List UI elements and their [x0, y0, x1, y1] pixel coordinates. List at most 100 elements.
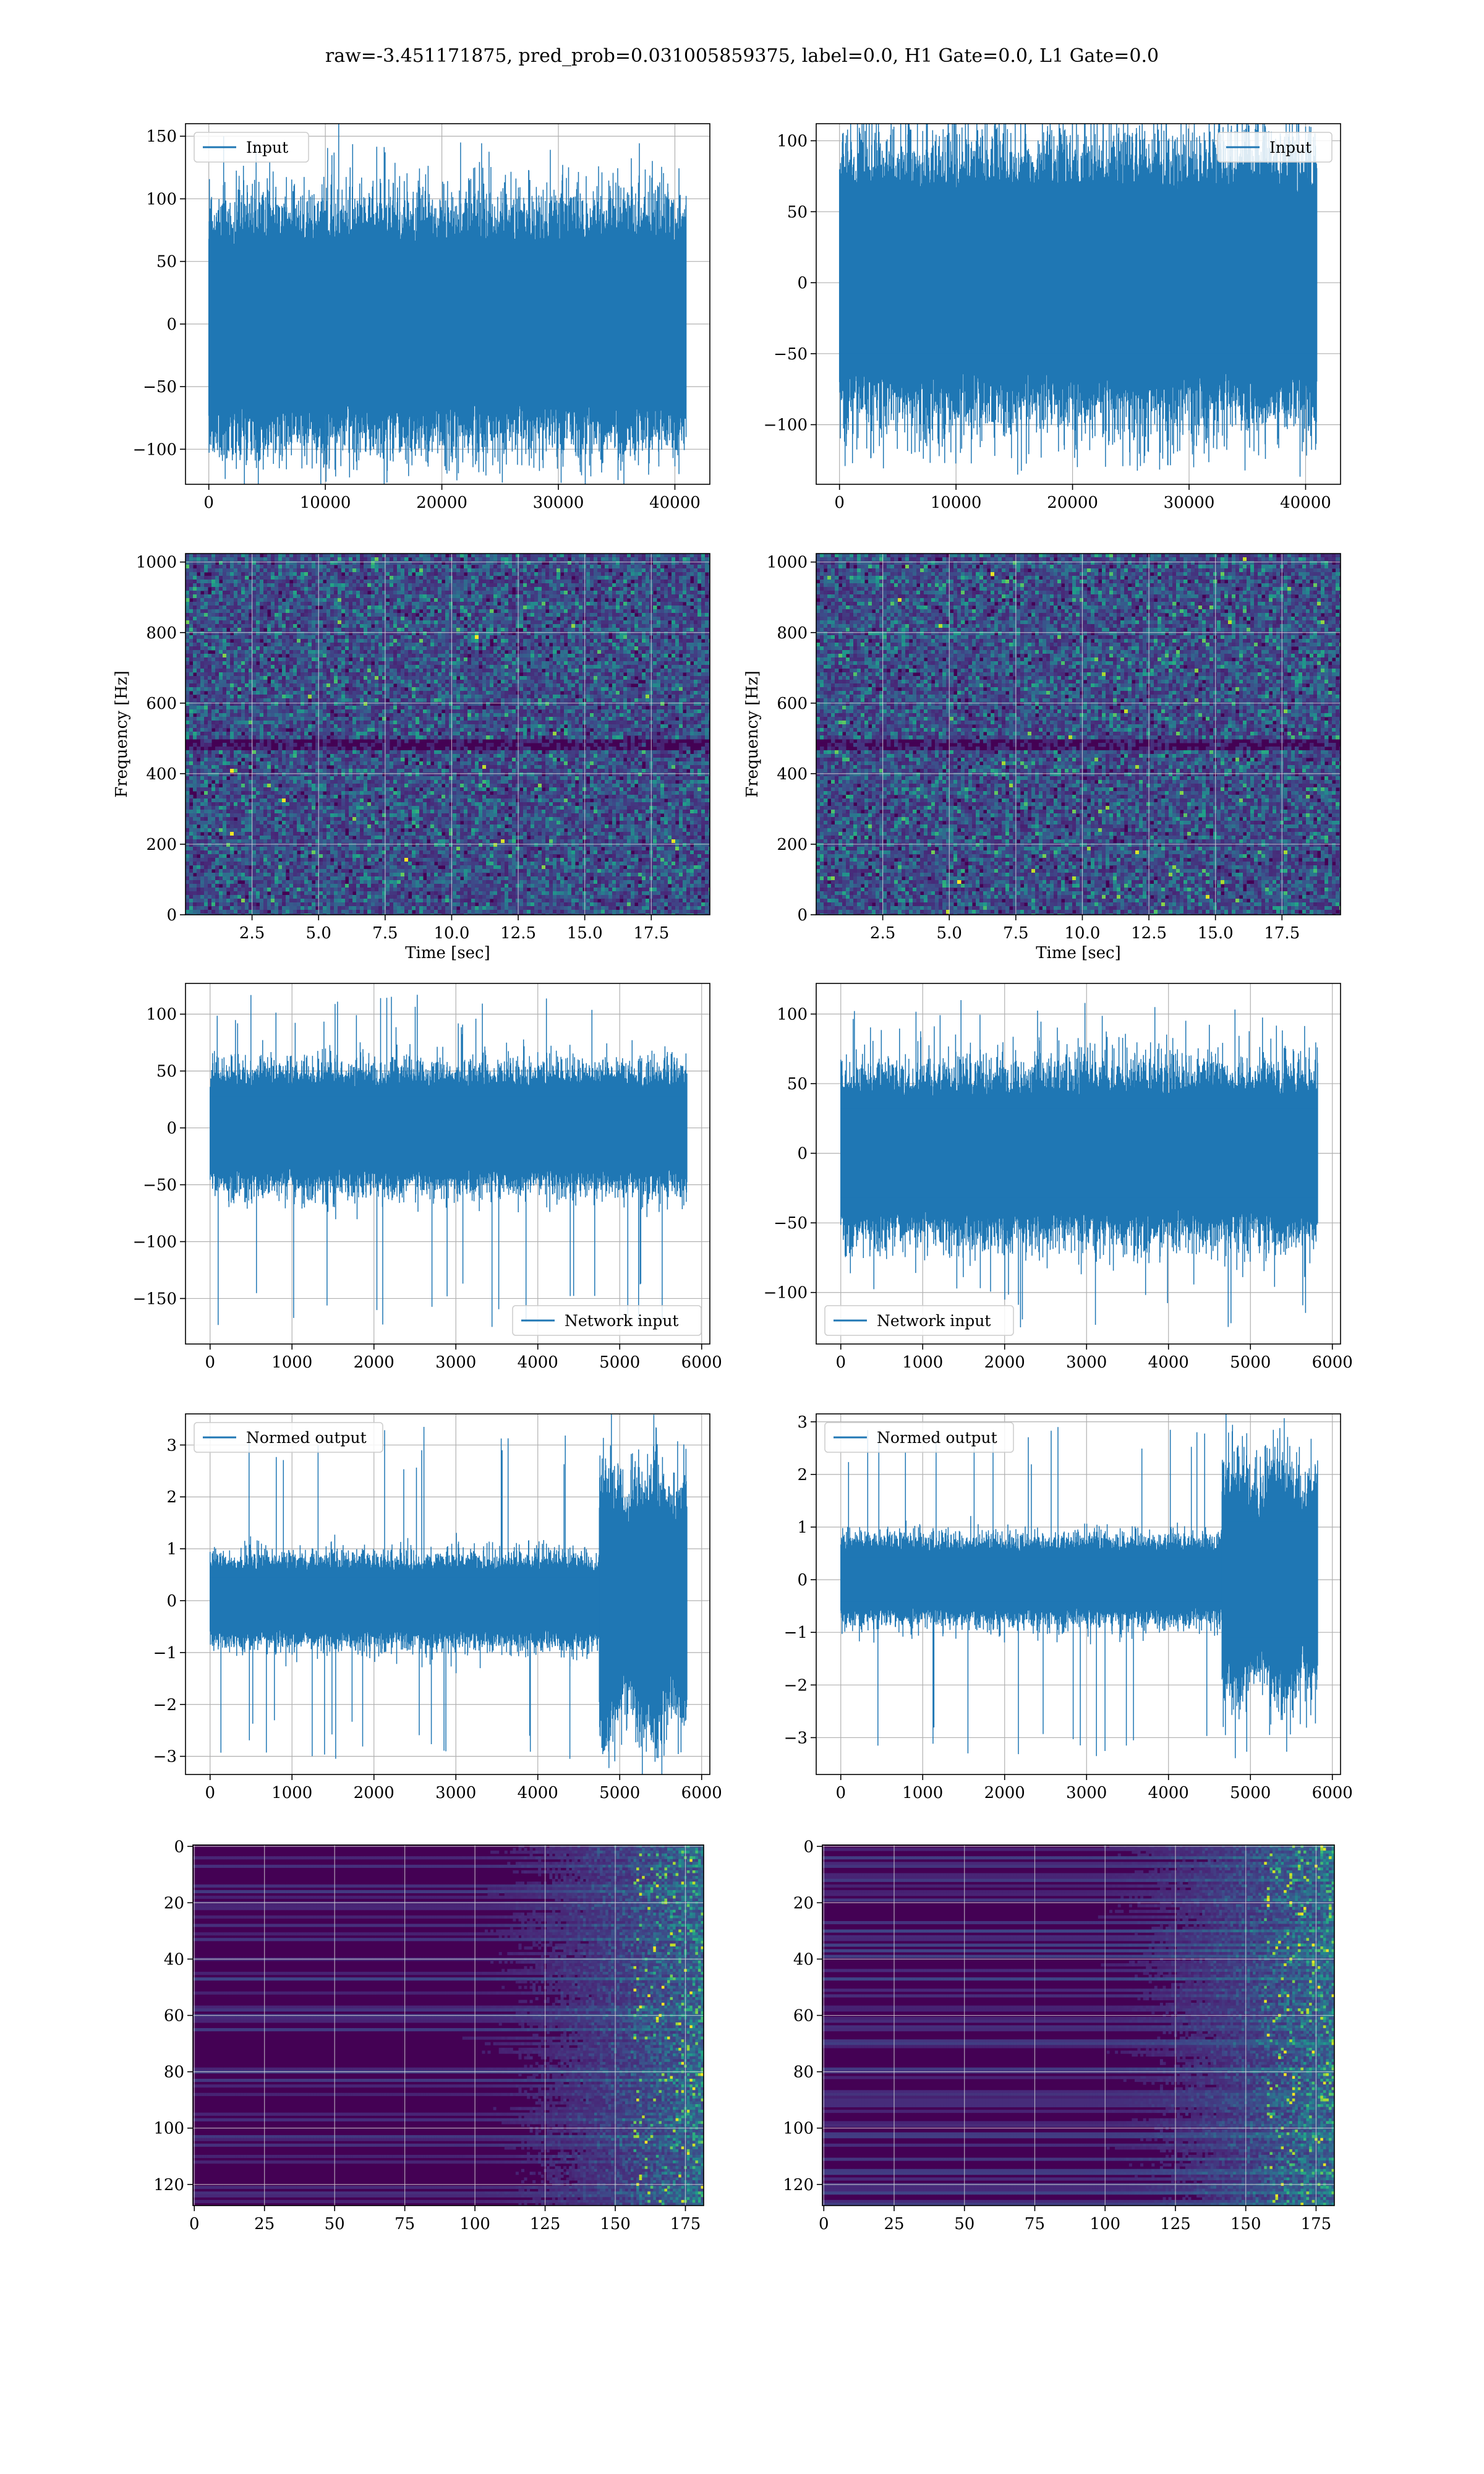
x-tick-label: 3000: [435, 1784, 476, 1802]
y-tick-label: 0: [166, 906, 177, 925]
y-tick-label: 120: [153, 2176, 184, 2194]
heatmap-cells: [186, 554, 710, 915]
ticks: 2.5 5.0 7.5 10.0 12.5 15.0 17.5 0 200 400 600 800 10…: [767, 554, 1300, 943]
y-tick-label: 40: [793, 1950, 814, 1969]
x-tick-label: 1000: [902, 1784, 943, 1802]
x-tick-label: 7.5: [1003, 924, 1028, 943]
panel-spectrogram-l1: 2.5 5.0 7.5 10.0 12.5 15.0 17.5 0 200 400 600 800 10…: [743, 553, 1341, 962]
x-tick-label: 0: [835, 1784, 846, 1802]
y-tick-label: 60: [793, 2007, 814, 2026]
y-tick-label: 120: [783, 2176, 814, 2194]
y-tick-label: 100: [146, 190, 177, 208]
legend: Normed output: [824, 1422, 1014, 1453]
x-tick-label: 0: [819, 2215, 829, 2233]
y-tick-label: 400: [146, 765, 177, 784]
axes-frame: [185, 983, 710, 1345]
x-tick-label: 12.5: [1131, 924, 1167, 943]
x-tick-label: 5000: [599, 1784, 640, 1802]
x-axis-label: Time [sec]: [1036, 944, 1121, 962]
axes-frame: [816, 983, 1341, 1345]
axes-frame: [816, 553, 1341, 915]
y-tick-label: 50: [156, 1063, 177, 1081]
y-tick-label: 2: [166, 1488, 177, 1507]
ticks: 0 1000 2000 3000 4000 5000 6000 −3 −2 −1 0 1 2 3: [784, 1413, 1353, 1802]
y-tick-label: −3: [153, 1748, 177, 1766]
panel-spectrogram-h1: 2.5 5.0 7.5 10.0 12.5 15.0 17.5 0 200 400 600 800 10…: [113, 553, 710, 962]
axes-frame: [816, 123, 1341, 485]
x-tick-label: 150: [600, 2215, 631, 2233]
x-tick-label: 1000: [271, 1353, 312, 1372]
y-tick-label: 0: [797, 1145, 808, 1163]
x-tick-label: 17.5: [633, 924, 669, 943]
axes-frame: [185, 553, 710, 915]
ticks: 2.5 5.0 7.5 10.0 12.5 15.0 17.5 0 200 400 600 800 10…: [136, 554, 669, 943]
y-tick-label: 2: [797, 1466, 808, 1484]
x-tick-label: 6000: [681, 1353, 722, 1372]
x-tick-label: 5.0: [306, 924, 331, 943]
legend-label: Input: [246, 139, 288, 156]
legend: Normed output: [194, 1422, 383, 1453]
y-tick-label: 60: [164, 2007, 184, 2026]
y-tick-label: 400: [777, 765, 808, 784]
panel-features-h1: 0 25 50 75 100 125 150 175 0 20 40 60 80 100 120: [153, 1838, 704, 2233]
x-tick-label: 3000: [435, 1353, 476, 1372]
x-tick-label: 4000: [1148, 1353, 1189, 1372]
panel-input-h1: Input 0 10000 20000 30000 40000 −100 −50 0 50 100 1…: [133, 123, 710, 512]
y-tick-label: 50: [787, 1075, 808, 1094]
series-band: [208, 261, 686, 387]
y-tick-label: −3: [784, 1729, 808, 1747]
grid: [816, 554, 1341, 915]
ticks: 0 1000 2000 3000 4000 5000 6000 −3 −2 −1 0 1 2 3: [153, 1436, 722, 1802]
y-tick-label: 1: [166, 1540, 177, 1559]
y-tick-label: 0: [803, 1838, 814, 1856]
x-axis-label: Time [sec]: [405, 944, 490, 962]
y-tick-label: 20: [164, 1894, 184, 1912]
axes-frame: [822, 1844, 1335, 2206]
panel-normed-output-l1: Normed output 0 1000 2000 3000 4000 5000 6000 −3…: [784, 1413, 1353, 1802]
x-tick-label: 7.5: [372, 924, 398, 943]
x-tick-label: 15.0: [1198, 924, 1234, 943]
y-tick-label: 0: [166, 315, 177, 334]
y-tick-label: 1000: [767, 554, 808, 572]
y-tick-label: −100: [764, 416, 808, 435]
figure-title: raw=-3.451171875, pred_prob=0.0310058593…: [325, 45, 1159, 67]
legend-label: Input: [1269, 139, 1311, 156]
x-tick-label: 40000: [1280, 494, 1331, 512]
series-band: [840, 1108, 1318, 1198]
y-tick-label: −100: [764, 1284, 808, 1303]
x-tick-label: 0: [189, 2215, 200, 2233]
panel-features-l1: 0 25 50 75 100 125 150 175 0 20 40 60 80 100 120: [783, 1838, 1335, 2233]
x-tick-label: 10000: [931, 494, 982, 512]
y-tick-label: −50: [143, 1176, 177, 1195]
ticks: 0 25 50 75 100 125 150 175 0 20 40 60 80 100 120: [783, 1838, 1331, 2233]
x-tick-label: 175: [670, 2215, 701, 2233]
y-tick-label: 100: [146, 1006, 177, 1024]
y-tick-label: 3: [797, 1413, 808, 1432]
series-band: [839, 212, 1317, 354]
x-tick-label: 2000: [984, 1353, 1025, 1372]
y-tick-label: −50: [774, 1214, 808, 1233]
series-burst-band: [1221, 1522, 1318, 1638]
legend-label: Normed output: [246, 1429, 367, 1447]
y-tick-label: 20: [793, 1894, 814, 1912]
legend-label: Normed output: [877, 1429, 997, 1447]
x-tick-label: 3000: [1066, 1784, 1107, 1802]
x-tick-label: 0: [203, 494, 214, 512]
y-tick-label: −2: [784, 1676, 808, 1695]
x-tick-label: 50: [954, 2215, 974, 2233]
x-tick-label: 25: [254, 2215, 275, 2233]
x-tick-label: 20000: [416, 494, 467, 512]
x-tick-label: 10.0: [434, 924, 470, 943]
y-tick-label: 80: [793, 2063, 814, 2082]
x-tick-label: 0: [834, 494, 845, 512]
y-tick-label: 0: [797, 274, 808, 293]
y-tick-label: −150: [133, 1290, 177, 1308]
y-tick-label: 80: [164, 2063, 184, 2082]
ticks: 0 10000 20000 30000 40000 −100 −50 0 50 100: [764, 132, 1331, 512]
y-tick-label: 200: [777, 836, 808, 854]
x-tick-label: 20000: [1047, 494, 1098, 512]
y-tick-label: 100: [153, 2120, 184, 2138]
series-burst-band: [599, 1535, 687, 1666]
